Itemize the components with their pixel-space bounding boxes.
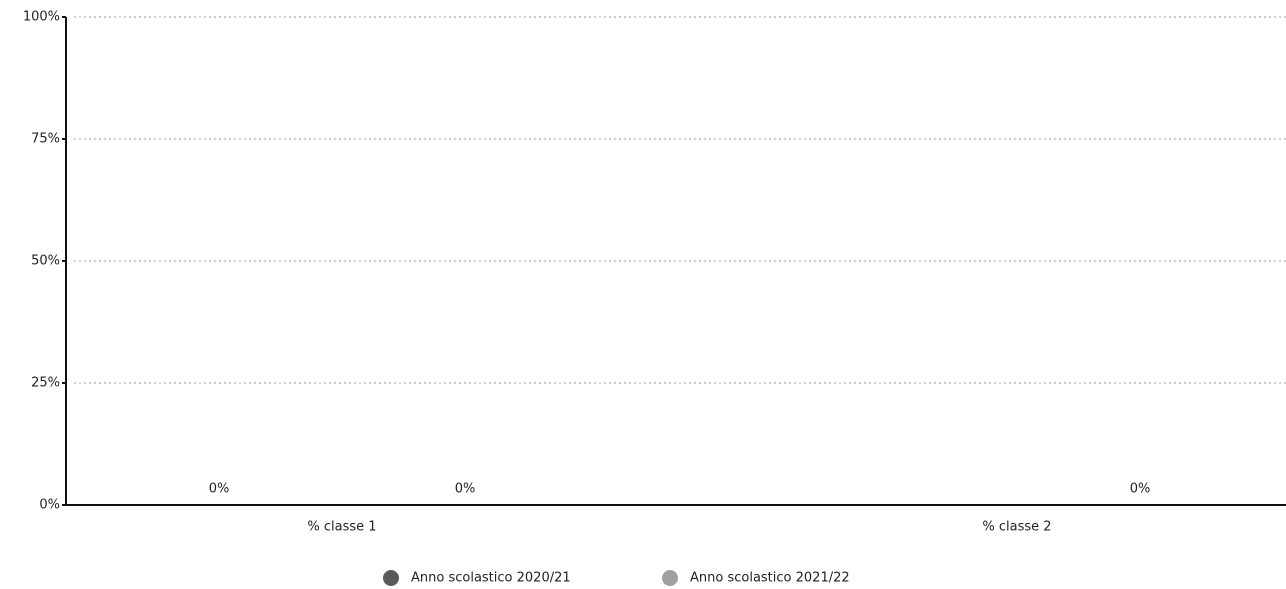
legend-swatch xyxy=(662,570,678,586)
y-tick-label: 100% xyxy=(23,10,60,25)
legend-swatch xyxy=(383,570,399,586)
y-tick-label: 0% xyxy=(39,498,60,513)
y-tick-label: 50% xyxy=(31,254,60,269)
data-label: 0% xyxy=(209,482,230,497)
y-tick-label: 75% xyxy=(31,132,60,147)
legend-label: Anno scolastico 2021/22 xyxy=(690,571,850,586)
y-tick-label: 25% xyxy=(31,376,60,391)
data-label: 0% xyxy=(1130,482,1151,497)
x-tick-label: % classe 2 xyxy=(982,520,1051,535)
x-tick-label: % classe 1 xyxy=(307,520,376,535)
legend-label: Anno scolastico 2020/21 xyxy=(411,571,571,586)
data-label: 0% xyxy=(455,482,476,497)
